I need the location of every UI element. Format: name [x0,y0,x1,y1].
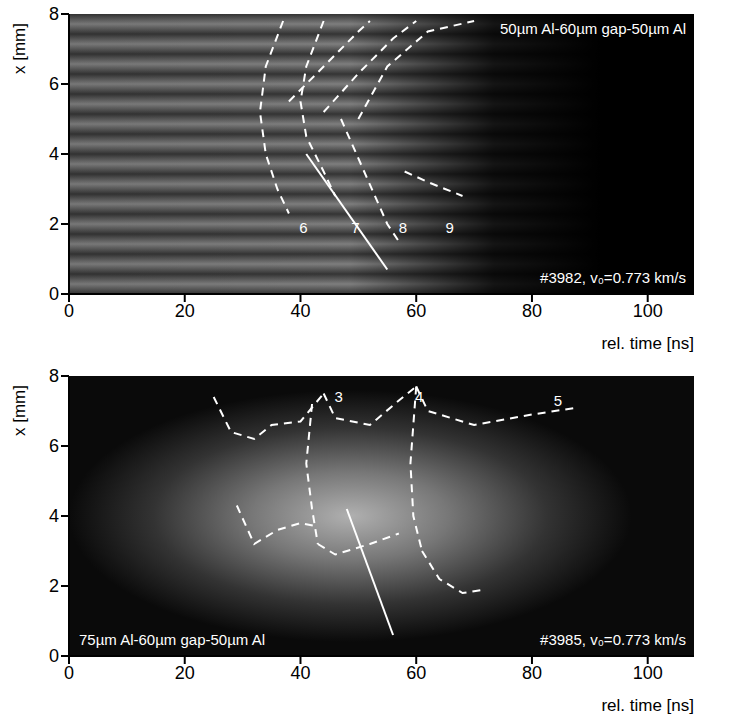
svg-text:8: 8 [49,4,59,24]
svg-text:60: 60 [406,663,426,683]
svg-text:100: 100 [633,663,663,683]
svg-text:rel. time [ns]: rel. time [ns] [601,696,694,715]
svg-text:0: 0 [49,646,59,666]
svg-text:2: 2 [49,214,59,234]
svg-text:20: 20 [175,663,195,683]
svg-text:60: 60 [406,301,426,321]
svg-text:6: 6 [49,74,59,94]
html-text:#3985, v₀=0.773 km/s: #3985, v₀=0.773 km/s [540,631,686,648]
svg-text:0: 0 [64,301,74,321]
svg-text:40: 40 [290,301,310,321]
svg-text:4: 4 [49,144,59,164]
svg-text:4: 4 [49,506,59,526]
svg-text:20: 20 [175,301,195,321]
svg-text:x [mm]: x [mm] [10,23,29,74]
svg-text:3: 3 [335,388,343,405]
svg-text:40: 40 [290,663,310,683]
html-text:#3982, v₀=0.773 km/s: #3982, v₀=0.773 km/s [540,269,686,286]
svg-text:8: 8 [399,219,407,236]
svg-text:2: 2 [49,576,59,596]
svg-text:6: 6 [49,436,59,456]
svg-text:rel. time [ns]: rel. time [ns] [601,334,694,353]
html-text:50µm Al-60µm gap-50µm Al: 50µm Al-60µm gap-50µm Al [500,20,686,37]
svg-text:x [mm]: x [mm] [10,385,29,436]
svg-text:0: 0 [49,284,59,304]
svg-text:9: 9 [446,219,454,236]
svg-text:8: 8 [49,366,59,386]
svg-text:80: 80 [522,301,542,321]
svg-text:7: 7 [351,219,359,236]
svg-text:0: 0 [64,663,74,683]
html-text:75µm Al-60µm gap-50µm Al: 75µm Al-60µm gap-50µm Al [79,631,265,648]
svg-text:100: 100 [633,301,663,321]
svg-text:6: 6 [299,219,307,236]
svg-text:4: 4 [415,388,423,405]
svg-text:5: 5 [554,392,562,409]
svg-text:80: 80 [522,663,542,683]
